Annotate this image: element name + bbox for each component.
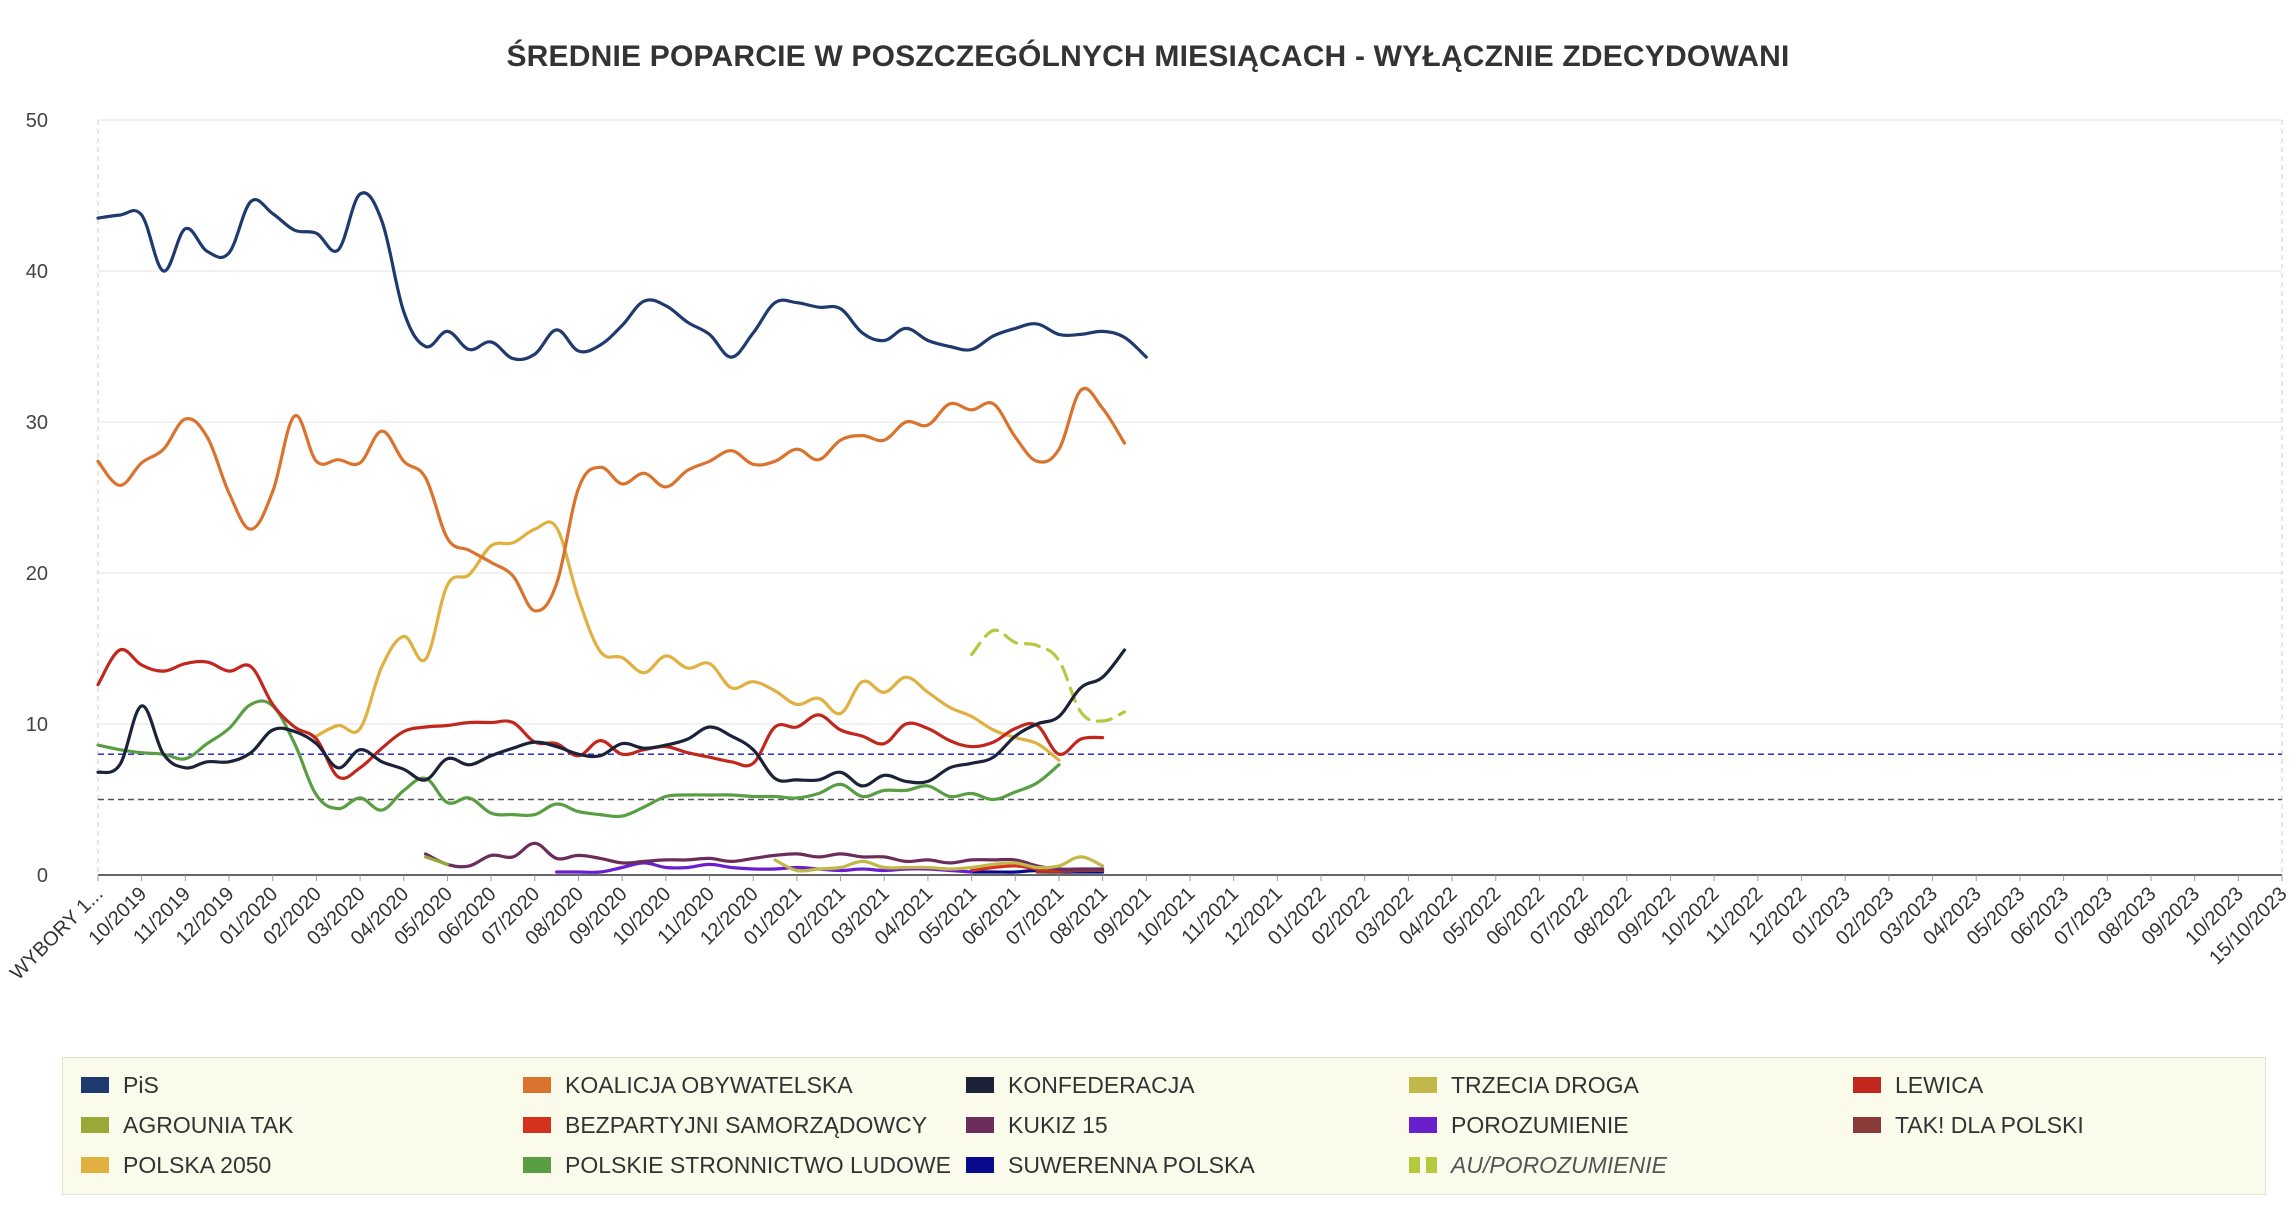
y-tick-label: 50 bbox=[26, 110, 48, 132]
legend-label: AU/POROZUMIENIE bbox=[1451, 1151, 1667, 1178]
legend-swatch bbox=[81, 1077, 109, 1093]
legend-swatch bbox=[1853, 1077, 1881, 1093]
legend-label: PiS bbox=[123, 1071, 159, 1098]
legend-item[interactable]: BEZPARTYJNI SAMORZĄDOWCY bbox=[523, 1110, 927, 1140]
series-line-koalicja-obywatelska bbox=[96, 386, 1127, 613]
legend-item[interactable]: TAK! DLA POLSKI bbox=[1853, 1110, 2084, 1140]
legend-item[interactable]: AGROUNIA TAK bbox=[81, 1110, 293, 1140]
chart-legend: PiS KOALICJA OBYWATELSKA KONFEDERACJA TRZEC… bbox=[62, 1057, 2266, 1195]
y-tick-label: 20 bbox=[26, 563, 48, 585]
legend-item[interactable]: SUWERENNA POLSKA bbox=[966, 1150, 1255, 1180]
legend-item[interactable]: POLSKIE STRONNICTWO LUDOWE bbox=[523, 1150, 951, 1180]
legend-swatch bbox=[523, 1077, 551, 1093]
series-line-agrounia-tak bbox=[424, 855, 449, 866]
legend-label: POROZUMIENIE bbox=[1451, 1111, 1629, 1138]
legend-item[interactable]: AU/POROZUMIENIE bbox=[1409, 1150, 1667, 1180]
legend-label: AGROUNIA TAK bbox=[123, 1111, 294, 1138]
legend-label: LEWICA bbox=[1895, 1071, 1984, 1098]
series-line-pis bbox=[96, 191, 1148, 362]
series-line-kukiz-15 bbox=[424, 841, 1105, 871]
legend-item[interactable]: PiS bbox=[81, 1070, 159, 1100]
legend-swatch bbox=[523, 1117, 551, 1133]
chart-title: ŚREDNIE POPARCIE W POSZCZEGÓLNYCH MIESIĄ… bbox=[506, 40, 1790, 73]
legend-item[interactable]: POLSKA 2050 bbox=[81, 1150, 271, 1180]
legend-label: TAK! DLA POLSKI bbox=[1895, 1111, 2084, 1138]
y-tick-label: 30 bbox=[26, 412, 48, 434]
series-line-polskie-stronnictwo-ludowe bbox=[96, 699, 1061, 819]
legend-label: KUKIZ 15 bbox=[1008, 1111, 1108, 1138]
series-line-bezpartyjni-samorządowcy bbox=[970, 864, 1061, 873]
y-tick-label: 10 bbox=[26, 714, 48, 736]
legend-label: KONFEDERACJA bbox=[1008, 1071, 1195, 1098]
legend-swatch bbox=[1409, 1117, 1437, 1133]
legend-label: POLSKA 2050 bbox=[123, 1151, 272, 1178]
series-line-konfederacja bbox=[96, 648, 1127, 788]
legend-swatch bbox=[966, 1077, 994, 1093]
series-line-polska-2050 bbox=[314, 520, 1061, 762]
legend-label: SUWERENNA POLSKA bbox=[1008, 1151, 1255, 1178]
legend-item[interactable]: KOALICJA OBYWATELSKA bbox=[523, 1070, 853, 1100]
series-line-lewica bbox=[96, 647, 1105, 780]
legend-swatch bbox=[81, 1117, 109, 1133]
legend-item[interactable]: POROZUMIENIE bbox=[1409, 1110, 1629, 1140]
legend-label: POLSKIE STRONNICTWO LUDOWE bbox=[565, 1151, 951, 1178]
legend-swatch bbox=[966, 1157, 994, 1173]
y-tick-label: 40 bbox=[26, 261, 48, 283]
series-line-au-porozumienie bbox=[970, 628, 1127, 723]
legend-item[interactable]: KUKIZ 15 bbox=[966, 1110, 1108, 1140]
y-tick-label: 0 bbox=[37, 865, 48, 887]
legend-swatch bbox=[523, 1157, 551, 1173]
legend-label: BEZPARTYJNI SAMORZĄDOWCY bbox=[565, 1111, 928, 1138]
series-line-trzecia-droga bbox=[773, 855, 1105, 873]
legend-swatch bbox=[81, 1157, 109, 1173]
legend-swatch bbox=[1409, 1157, 1437, 1173]
legend-swatch bbox=[966, 1117, 994, 1133]
legend-label: KOALICJA OBYWATELSKA bbox=[565, 1071, 853, 1098]
legend-item[interactable]: LEWICA bbox=[1853, 1070, 1983, 1100]
legend-swatch bbox=[1409, 1077, 1437, 1093]
legend-label: TRZECIA DROGA bbox=[1451, 1071, 1639, 1098]
legend-swatch bbox=[1853, 1117, 1881, 1133]
legend-item[interactable]: KONFEDERACJA bbox=[966, 1070, 1195, 1100]
legend-item[interactable]: TRZECIA DROGA bbox=[1409, 1070, 1639, 1100]
